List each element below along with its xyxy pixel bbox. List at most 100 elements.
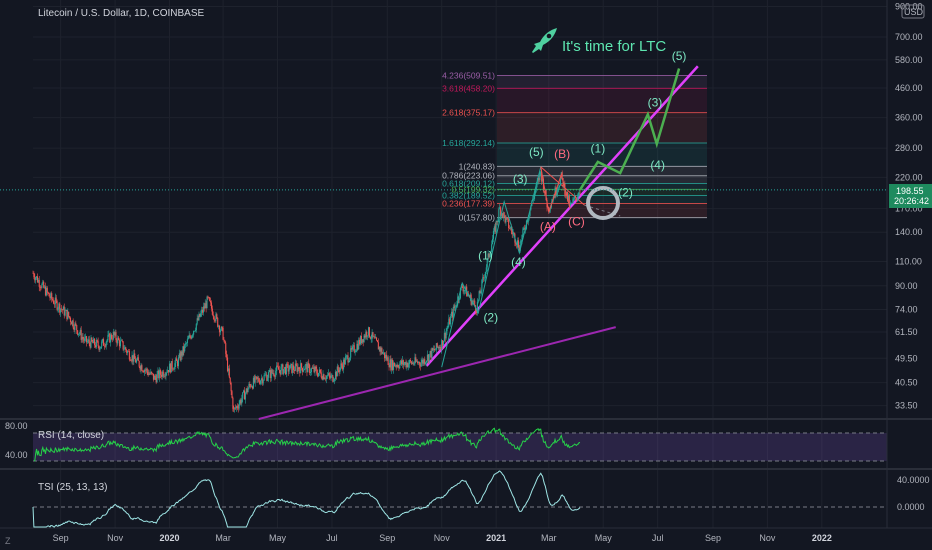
candle-body <box>112 331 114 340</box>
candle-body <box>357 343 359 350</box>
candle-body <box>366 331 368 337</box>
candle-body <box>80 329 82 340</box>
candle-body <box>151 371 153 374</box>
candle-body <box>77 333 80 335</box>
candle-body <box>276 365 278 372</box>
candle-body <box>140 365 142 370</box>
candle-body <box>390 359 392 370</box>
candle-body <box>37 279 39 283</box>
candle-body <box>200 313 202 317</box>
candle-body <box>578 192 580 197</box>
candle-body <box>539 172 541 181</box>
candle-body <box>480 291 482 294</box>
candle-body <box>74 323 76 331</box>
fib-level-label: 0.5(199.32) <box>452 184 496 194</box>
candle-body <box>339 367 341 373</box>
candle-body <box>484 272 486 278</box>
highlight-circle[interactable] <box>586 186 620 220</box>
candle-body <box>254 376 256 383</box>
candle-body <box>169 363 171 373</box>
candle-body <box>288 369 290 372</box>
candle-body <box>204 303 206 309</box>
candle-body <box>62 306 64 311</box>
candle-body <box>260 378 262 381</box>
candle-body <box>495 221 497 232</box>
candle-body <box>381 348 383 354</box>
price-tick-label: 580.00 <box>895 55 923 65</box>
candle-body <box>251 386 253 388</box>
candle-body <box>370 338 372 340</box>
candle-body <box>524 228 526 230</box>
candle-body <box>500 207 502 216</box>
candle-body <box>325 378 327 380</box>
candle-body <box>65 309 67 311</box>
candle-body <box>520 241 522 243</box>
candle-body <box>76 324 78 331</box>
candle-body <box>172 368 174 370</box>
candle-body <box>492 230 495 239</box>
candle-body <box>121 340 123 342</box>
price-axis[interactable]: 900.00 700.00 580.00 460.00 360.00 280.00 220.… <box>895 2 923 411</box>
candle-body <box>161 371 163 377</box>
candle-body <box>272 373 274 374</box>
currency-badge[interactable] <box>901 4 925 19</box>
candle-body <box>316 368 318 374</box>
candle-body <box>186 339 188 344</box>
z-icon[interactable]: Z <box>5 536 11 546</box>
candle-body <box>459 287 461 299</box>
candle-body <box>53 303 55 305</box>
elliott-waves[interactable]: (1) (2) (3) (4) (5) (A) (B) (C) (1) (2) (3) (4) (5) <box>441 49 687 368</box>
candle-body <box>417 361 419 364</box>
candle-body <box>449 318 451 325</box>
tsi-label[interactable]: TSI (25, 13, 13) <box>38 482 107 493</box>
candle-body <box>221 326 223 328</box>
candle-body <box>79 329 81 334</box>
fib-level-label: 0.236(177.39) <box>442 198 495 208</box>
candle-body <box>119 340 121 347</box>
candle-body <box>267 377 269 381</box>
candle-body <box>86 341 88 343</box>
candle-body <box>208 296 210 298</box>
candle-body <box>152 373 155 380</box>
time-tick-label: May <box>269 533 287 543</box>
candle-body <box>250 385 252 388</box>
candle-body <box>244 392 246 400</box>
candle-body <box>193 330 196 332</box>
time-axis[interactable]: Sep Nov 2020 Mar May Jul Sep Nov 2021 Mar May Jul Se… <box>53 533 832 543</box>
candle-body <box>341 363 343 366</box>
candle-body <box>246 388 248 393</box>
rsi-line <box>33 427 581 462</box>
candle-body <box>375 337 377 339</box>
candle-body <box>168 369 170 373</box>
tsi-line <box>32 470 581 528</box>
corrective-wave-line <box>540 166 571 213</box>
rsi-label[interactable]: RSI (14, close) <box>38 430 104 441</box>
candle-body <box>494 226 496 232</box>
candle-body <box>327 373 329 376</box>
candle-body <box>45 287 47 296</box>
candle-body <box>302 370 304 372</box>
rocket-icon <box>532 28 557 53</box>
tsi-tick-40: 40.0000 <box>897 475 930 485</box>
candle-body <box>239 399 241 404</box>
candle-body <box>295 363 297 366</box>
candle-body <box>321 377 323 380</box>
candle-body <box>579 192 581 194</box>
annotation-text: It's time for LTC <box>562 38 666 55</box>
candle-body <box>131 355 133 361</box>
candle-body <box>332 375 334 382</box>
candle-body <box>450 311 453 317</box>
candle-body <box>187 338 189 340</box>
time-tick-label: 2022 <box>812 533 832 543</box>
candle-body <box>289 364 291 370</box>
time-tick-label: May <box>595 533 613 543</box>
candle-body <box>268 370 271 373</box>
time-tick-label: 2020 <box>160 533 180 543</box>
candle-body <box>573 198 575 200</box>
candle-body <box>351 348 353 350</box>
candle-body <box>105 342 107 347</box>
candle-body <box>215 314 217 321</box>
candle-body <box>243 390 245 393</box>
candle-body <box>517 240 520 248</box>
